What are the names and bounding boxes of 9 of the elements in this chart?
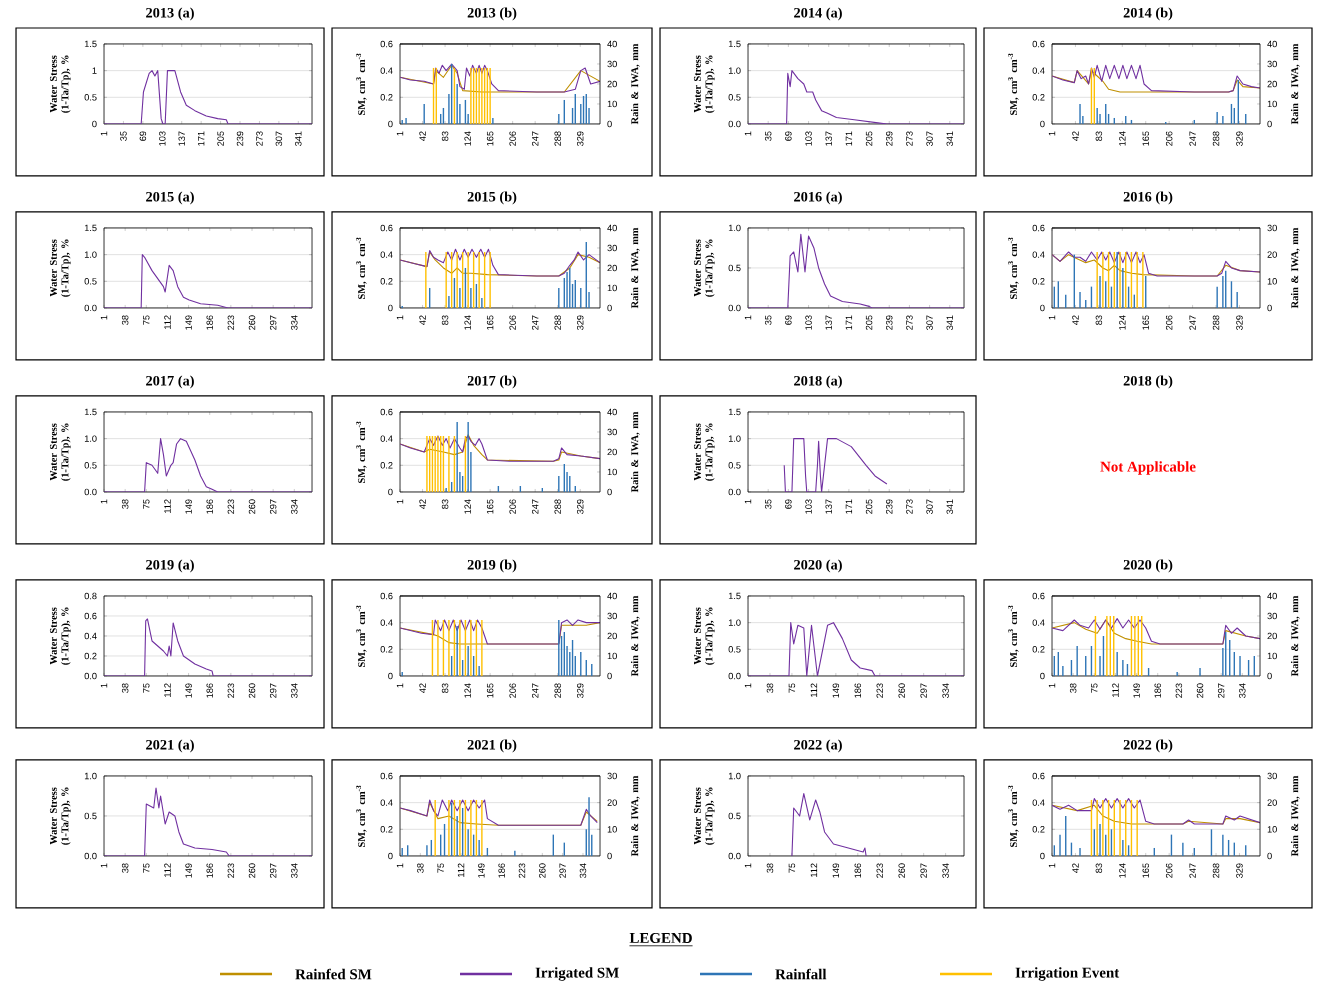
line-series — [104, 438, 313, 492]
line-series — [748, 233, 965, 308]
line-series — [104, 70, 313, 124]
line-series — [748, 622, 965, 676]
line-series — [104, 787, 313, 856]
line-series — [1052, 798, 1261, 825]
line-series — [1052, 64, 1261, 93]
line-series — [104, 618, 313, 676]
line-series — [104, 254, 313, 308]
